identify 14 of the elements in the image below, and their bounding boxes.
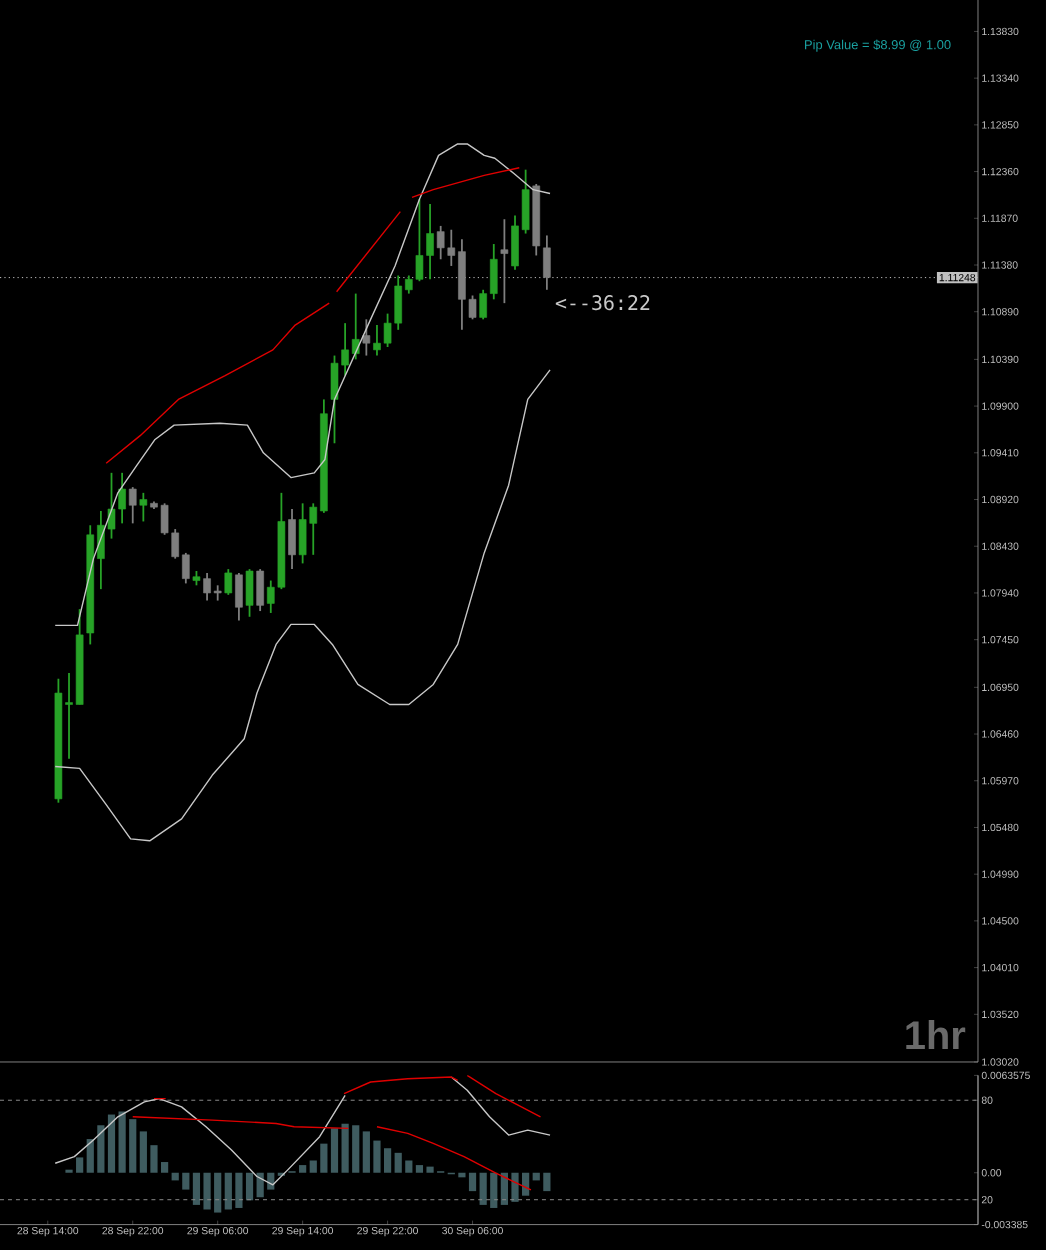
- candlestick: [256, 568, 264, 612]
- bar: [107, 1114, 116, 1173]
- candlestick: [362, 318, 371, 357]
- bar: [330, 1128, 339, 1173]
- candlestick: [224, 568, 233, 596]
- candlestick: [500, 218, 509, 305]
- candlestick: [543, 234, 551, 291]
- annotation: 1hr: [906, 1020, 966, 1049]
- annotation: <--36:22: [555, 295, 650, 311]
- candlestick: [235, 572, 243, 622]
- candlestick: [288, 508, 296, 571]
- candlestick: [139, 491, 148, 523]
- candlestick: [128, 486, 137, 525]
- candlestick: [245, 568, 254, 618]
